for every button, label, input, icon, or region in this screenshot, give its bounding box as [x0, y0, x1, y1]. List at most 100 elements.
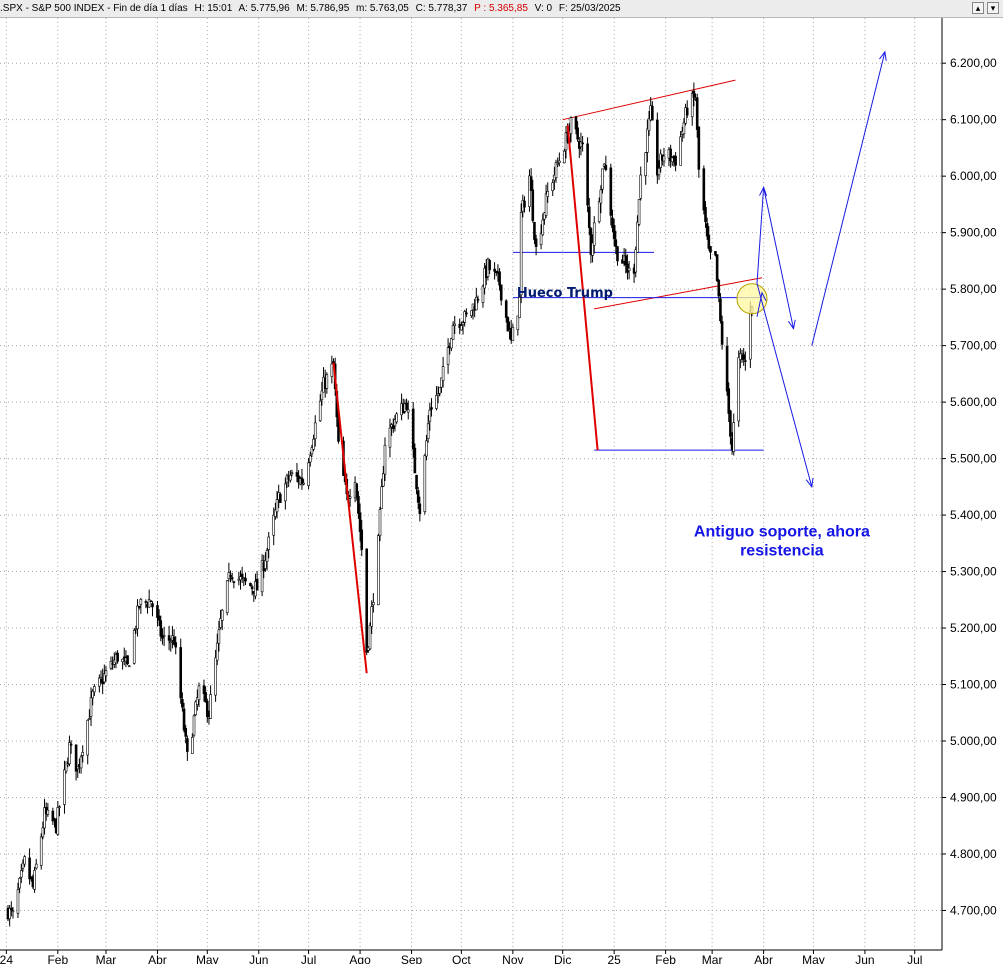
- candle-body: [670, 157, 674, 163]
- candle-body: [441, 366, 445, 381]
- y-axis: 4.700,00 4.800,00 4.900,00 5.000,00 5.100,00…: [941, 18, 997, 950]
- candle-body: [720, 321, 724, 345]
- candle-body: [181, 699, 184, 708]
- candle-body: [202, 685, 206, 695]
- candle-body: [377, 535, 380, 606]
- candle-body: [330, 363, 334, 377]
- channel-upper-line: [562, 79, 736, 121]
- candle-body: [98, 677, 101, 687]
- candle-body: [23, 856, 26, 865]
- x-tick-label: Dic: [554, 953, 571, 964]
- projection-down-arrow-head: [787, 319, 796, 330]
- candle-body: [284, 483, 287, 502]
- candle-body: [719, 298, 722, 322]
- candle-body: [132, 629, 136, 664]
- candle-body: [475, 297, 478, 311]
- candle-body: [740, 353, 744, 355]
- candle-body: [744, 360, 747, 362]
- candle-body: [255, 578, 259, 591]
- candle-body: [684, 107, 687, 124]
- y-tick-label: 6.200,00: [950, 56, 997, 70]
- candle-body: [604, 165, 608, 171]
- candle-body: [365, 548, 369, 653]
- candle-body: [382, 473, 385, 487]
- candle-body: [436, 393, 440, 396]
- candle-body: [74, 744, 78, 772]
- candle-body: [64, 761, 68, 772]
- x-axis: 24 Feb Mar Abr May Jun Jul Ago Sep Oct Nov Dic 25 Feb…: [0, 949, 942, 964]
- candle-body: [33, 870, 36, 890]
- candle-body: [232, 581, 236, 583]
- candle-body: [727, 388, 731, 414]
- candle-body: [533, 221, 536, 240]
- candle-body: [504, 300, 508, 318]
- candle-body: [103, 673, 106, 683]
- candle-body: [93, 686, 96, 693]
- y-tick-label: 4.800,00: [950, 847, 997, 861]
- candle-body: [481, 285, 485, 303]
- candle-body: [279, 493, 282, 503]
- x-tick-label: Abr: [754, 953, 773, 964]
- projection-rally-arrow: [811, 51, 886, 346]
- candle-body: [169, 641, 173, 644]
- candle-body: [34, 863, 38, 869]
- projection-rally-arrow-head: [879, 50, 887, 61]
- candle-body: [662, 155, 666, 162]
- candle-body: [418, 503, 422, 515]
- candle-body: [476, 298, 480, 301]
- candle-body: [167, 635, 171, 641]
- candle-body: [599, 189, 603, 204]
- x-tick-label: Jul: [301, 953, 316, 964]
- candle-body: [116, 652, 119, 662]
- candle-body: [225, 580, 229, 613]
- candle-body: [682, 122, 686, 135]
- candle-body: [451, 324, 455, 340]
- candle-body: [692, 90, 696, 98]
- date-value: F: 25/03/2025: [558, 3, 621, 14]
- candle-body: [139, 599, 143, 605]
- candle-body: [240, 573, 244, 578]
- x-tick-label: May: [196, 953, 219, 964]
- candle-body: [453, 323, 457, 326]
- x-tick-label: May: [802, 953, 825, 964]
- candle-body: [265, 550, 269, 562]
- candle-body: [647, 118, 651, 132]
- candlestick-chart[interactable]: 4.700,00 4.800,00 4.900,00 5.000,00 5.100,00…: [0, 18, 1003, 964]
- candle-body: [11, 910, 15, 913]
- candle-body: [219, 618, 222, 628]
- candle-body: [204, 692, 207, 703]
- candle-body: [702, 168, 706, 211]
- candle-body: [460, 325, 463, 331]
- candle-body: [209, 694, 212, 719]
- candle-body: [695, 97, 699, 130]
- candle-body: [465, 312, 468, 315]
- scroll-down-button[interactable]: ▾: [987, 2, 999, 14]
- candle-body: [587, 206, 591, 229]
- y-tick-label: 5.300,00: [950, 565, 997, 579]
- x-tick-label: 25: [607, 953, 621, 964]
- candle-body: [18, 877, 21, 889]
- candle-body: [197, 685, 201, 701]
- candle-body: [66, 763, 70, 766]
- candle-body: [229, 574, 232, 577]
- chart-header: .SPX - S&P 500 INDEX - Fin de día 1 días…: [0, 0, 1003, 18]
- candle-body: [534, 238, 538, 247]
- y-tick-label: 5.000,00: [950, 734, 997, 748]
- candle-body: [659, 153, 662, 168]
- candle-body: [86, 720, 90, 756]
- candle-body: [313, 422, 317, 440]
- candle-body: [739, 353, 742, 360]
- candle-body: [360, 529, 364, 550]
- scroll-up-button[interactable]: ▴: [972, 2, 984, 14]
- candle-body: [616, 246, 619, 262]
- candle-body: [29, 876, 33, 880]
- candle-body: [205, 700, 209, 718]
- candle-body: [592, 222, 596, 246]
- open-value: A: 5.775,96: [238, 3, 290, 14]
- candle-body: [355, 483, 359, 498]
- candle-body: [674, 155, 677, 166]
- candle-body: [627, 267, 631, 271]
- candle-body: [690, 93, 694, 118]
- y-tick-label: 6.100,00: [950, 113, 997, 127]
- candle-body: [539, 232, 543, 246]
